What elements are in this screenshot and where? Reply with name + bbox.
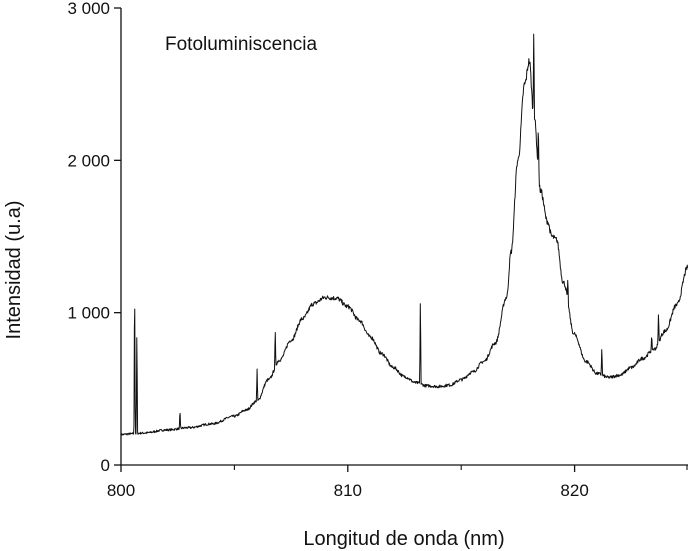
x-axis-title: Longitud de onda (nm) bbox=[303, 528, 504, 550]
y-axis-title: Intensidad (u.a) bbox=[3, 201, 25, 340]
chart-annotation: Fotoluminiscencia bbox=[165, 34, 317, 55]
x-tick-label: 820 bbox=[560, 481, 588, 500]
y-tick-label: 1 000 bbox=[67, 304, 110, 323]
x-tick-label: 800 bbox=[107, 481, 135, 500]
x-tick-label: 810 bbox=[334, 481, 362, 500]
series-layer bbox=[120, 33, 688, 436]
y-tick-label: 0 bbox=[101, 456, 110, 475]
y-axis: 0 1 000 2 000 3 000 bbox=[67, 0, 122, 475]
y-tick-label: 3 000 bbox=[67, 0, 110, 18]
y-tick-label: 2 000 bbox=[67, 151, 110, 170]
series-line bbox=[120, 33, 688, 436]
x-axis: 800 810 820 bbox=[107, 464, 688, 500]
